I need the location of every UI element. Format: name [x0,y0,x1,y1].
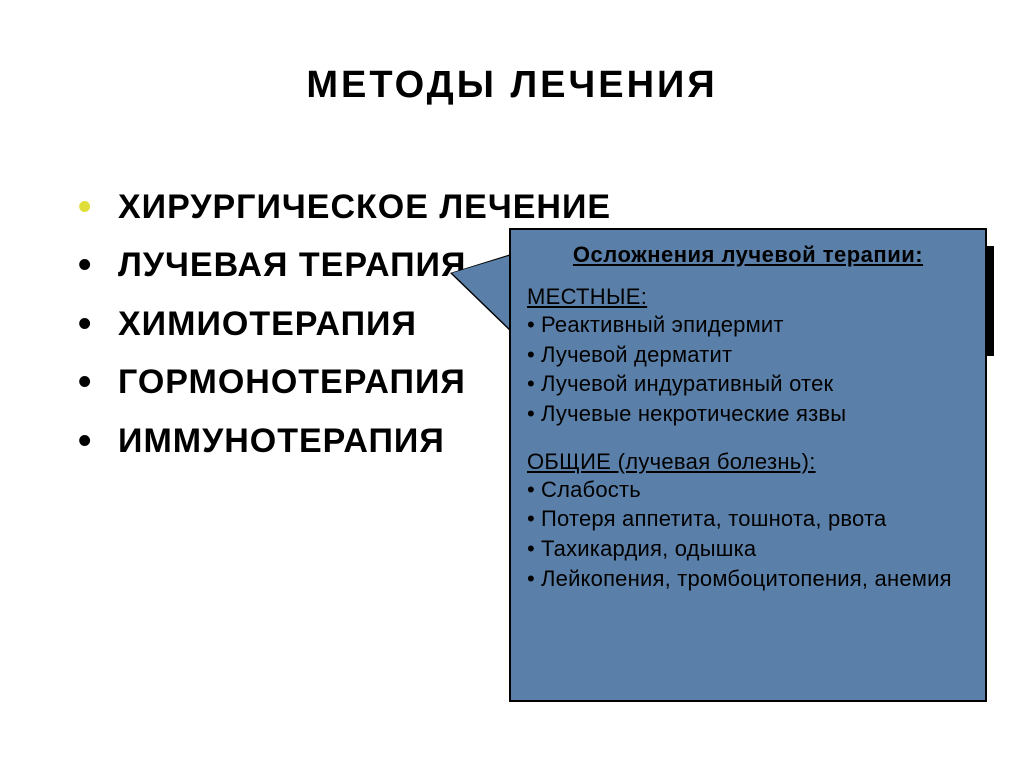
callout-group2-list: Слабость Потеря аппетита, тошнота, рвота… [527,475,969,594]
callout-item: Лейкопения, тромбоцитопения, анемия [527,564,969,594]
slide-title: МЕТОДЫ ЛЕЧЕНИЯ [0,64,1024,107]
callout-item: Потеря аппетита, тошнота, рвота [527,504,969,534]
callout-group2-heading: ОБЩИЕ (лучевая болезнь): [527,449,969,475]
callout-item: Лучевые некротические язвы [527,399,969,429]
complications-callout: Осложнения лучевой терапии: МЕСТНЫЕ: Реа… [509,228,987,702]
callout-title: Осложнения лучевой терапии: [527,242,969,268]
callout-item: Лучевой дерматит [527,340,969,370]
callout-item: Реактивный эпидермит [527,310,969,340]
callout-pointer [452,255,512,331]
callout-item: Тахикардия, одышка [527,534,969,564]
slide: МЕТОДЫ ЛЕЧЕНИЯ ХИРУРГИЧЕСКОЕ ЛЕЧЕНИЕ ЛУЧ… [0,0,1024,767]
callout-group1-heading: МЕСТНЫЕ: [527,284,969,310]
callout-group1-list: Реактивный эпидермит Лучевой дерматит Лу… [527,310,969,429]
callout-item: Лучевой индуративный отек [527,369,969,399]
callout-item: Слабость [527,475,969,505]
